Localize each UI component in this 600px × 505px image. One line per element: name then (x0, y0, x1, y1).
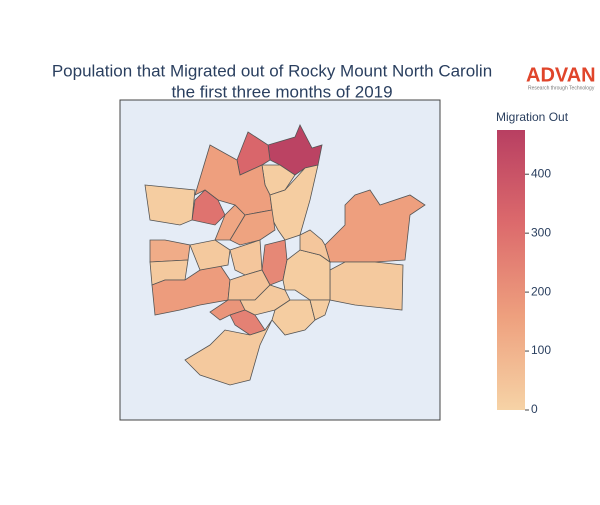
region (271, 299, 316, 336)
title-line: Population that Migrated out of Rocky Mo… (52, 61, 492, 80)
colorbar-tick-label: 0 (531, 402, 538, 416)
region (149, 239, 191, 263)
colorbar-title: Migration Out (496, 110, 569, 124)
colorbar-tick-label: 100 (531, 343, 551, 357)
colorbar (497, 130, 525, 410)
region (329, 261, 404, 311)
region (299, 229, 331, 263)
colorbar-tick-label: 200 (531, 284, 551, 298)
region (189, 239, 231, 271)
logo-name: ADVAN (526, 64, 596, 86)
colorbar-tick-label: 400 (531, 166, 551, 180)
regions (144, 124, 426, 386)
logo-tagline: Research through Technology (528, 85, 595, 91)
region (214, 204, 246, 241)
colorbar-ticks: 0 100 200 300 400 (525, 166, 551, 416)
colorbar-tick-label: 300 (531, 225, 551, 239)
region (144, 184, 196, 226)
title-line: the first three months of 2019 (171, 82, 392, 101)
region (309, 299, 331, 321)
